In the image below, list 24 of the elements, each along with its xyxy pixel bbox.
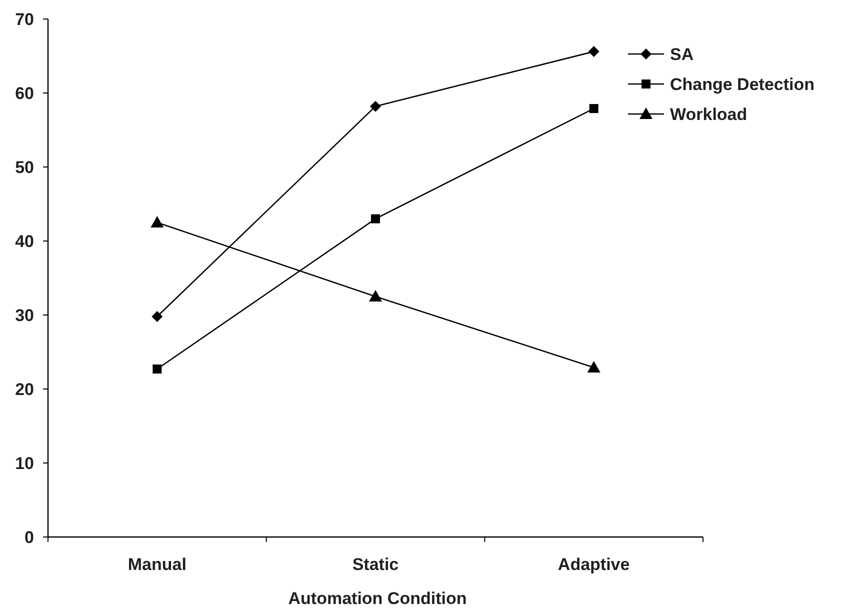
point (150, 216, 164, 228)
legend-label: SA (670, 44, 694, 64)
point (152, 310, 163, 322)
point (370, 100, 381, 112)
y-tick-label: 20 (15, 380, 34, 399)
x-tick-label: Static (352, 555, 399, 574)
point (588, 46, 600, 58)
y-tick-label: 40 (15, 232, 34, 251)
point (587, 361, 600, 373)
x-tick-label: Adaptive (558, 555, 630, 574)
x-tick-label: Manual (128, 555, 186, 574)
y-tick-label: 60 (15, 84, 34, 103)
point (369, 290, 382, 302)
y-tick-label: 10 (15, 454, 34, 473)
point (589, 104, 598, 114)
y-tick-label: 70 (15, 10, 34, 29)
y-tick-label: 50 (15, 158, 34, 177)
y-tick-label: 0 (24, 528, 34, 547)
y-tick-label: 30 (15, 306, 34, 325)
x-axis-title: Automation Condition (288, 589, 467, 608)
point (371, 214, 380, 224)
legend-label: Workload (670, 104, 748, 124)
point (152, 364, 162, 374)
legend-label: Change Detection (670, 74, 815, 94)
